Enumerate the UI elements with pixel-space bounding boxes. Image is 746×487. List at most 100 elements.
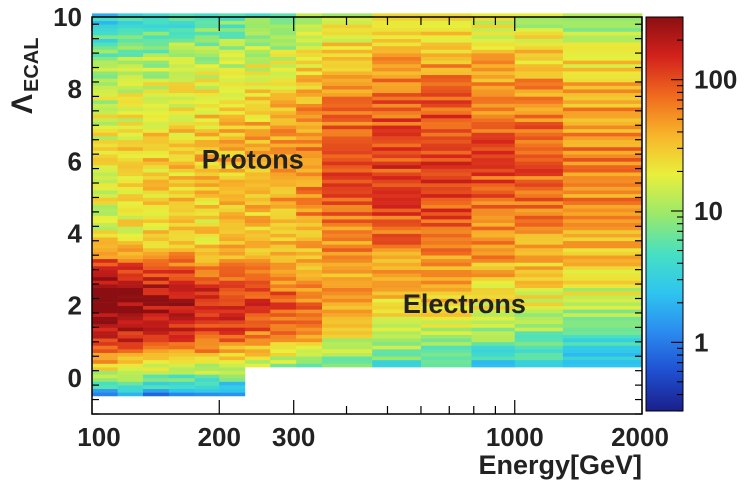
heatmap-cell	[168, 139, 196, 144]
heatmap-cell	[562, 132, 643, 137]
heatmap-cell	[322, 100, 373, 104]
heatmap-cell	[117, 251, 144, 256]
heatmap-cell	[296, 280, 323, 285]
heatmap-cell	[92, 327, 118, 332]
heatmap-cell	[296, 114, 323, 119]
heatmap-cell	[194, 154, 220, 159]
heatmap-cell	[168, 31, 196, 36]
heatmap-cell	[296, 244, 323, 249]
heatmap-cell	[117, 269, 144, 274]
heatmap-cell	[296, 56, 323, 61]
heatmap-cell	[244, 154, 271, 159]
heatmap-cell	[219, 24, 246, 29]
heatmap-cell	[270, 215, 297, 220]
heatmap-cell	[168, 377, 196, 382]
heatmap-cell	[92, 157, 118, 162]
heatmap-cell	[372, 35, 422, 39]
heatmap-cell	[92, 193, 118, 198]
heatmap-cell	[168, 146, 196, 151]
heatmap-cell	[117, 27, 144, 32]
heatmap-cell	[244, 316, 271, 321]
heatmap-cell	[168, 107, 196, 112]
heatmap-cell	[168, 309, 196, 314]
heatmap-cell	[296, 118, 323, 122]
heatmap-cell	[514, 201, 564, 205]
heatmap-cell	[142, 284, 170, 288]
heatmap-cell	[420, 330, 472, 335]
heatmap-cell	[420, 349, 472, 353]
heatmap-cell	[322, 60, 373, 65]
heatmap-cell	[168, 190, 196, 195]
heatmap-cell	[168, 17, 196, 21]
heatmap-cell	[322, 92, 373, 97]
heatmap-cell	[117, 359, 144, 364]
heatmap-cell	[471, 276, 516, 281]
heatmap-cell	[270, 338, 297, 343]
heatmap-cell	[296, 45, 323, 50]
heatmap-cell	[420, 305, 472, 310]
heatmap-cell	[142, 262, 170, 267]
heatmap-cell	[322, 154, 373, 159]
heatmap-cell	[296, 20, 323, 25]
heatmap-cell	[562, 294, 643, 299]
heatmap-cell	[117, 49, 144, 54]
heatmap-cell	[322, 244, 373, 249]
heatmap-cell	[92, 316, 118, 321]
heatmap-cell	[117, 197, 144, 202]
heatmap-cell	[514, 49, 564, 54]
heatmap-cell	[92, 392, 118, 397]
heatmap-cell	[194, 327, 220, 332]
heatmap-cell	[372, 287, 422, 292]
heatmap-cell	[92, 121, 118, 126]
heatmap-cell	[420, 327, 472, 332]
heatmap-cell	[219, 323, 246, 328]
heatmap-cell	[372, 183, 422, 187]
heatmap-cell	[117, 312, 144, 317]
heatmap-cell	[168, 38, 196, 43]
heatmap-cell	[92, 128, 118, 133]
heatmap-cell	[142, 298, 170, 303]
heatmap-cell	[92, 244, 118, 249]
heatmap-cell	[471, 291, 516, 296]
heatmap-cell	[244, 128, 271, 133]
heatmap-cell	[219, 161, 246, 166]
heatmap-cell	[514, 320, 564, 325]
heatmap-cell	[244, 121, 271, 126]
heatmap-cell	[322, 349, 373, 353]
heatmap-cell	[117, 132, 144, 137]
heatmap-cell	[142, 175, 170, 180]
heatmap-cell	[420, 139, 472, 144]
heatmap-cell	[471, 27, 516, 32]
heatmap-cell	[117, 385, 144, 390]
heatmap-cell	[270, 114, 297, 119]
heatmap-cell	[219, 103, 246, 108]
heatmap-cell	[372, 349, 422, 353]
heatmap-cell	[372, 89, 422, 94]
heatmap-cell	[270, 233, 297, 238]
heatmap-cell	[194, 345, 220, 350]
heatmap-cell	[420, 45, 472, 50]
heatmap-cell	[514, 240, 564, 245]
plot-frame	[91, 16, 643, 415]
heatmap-cell	[270, 312, 297, 317]
heatmap-cell	[244, 118, 271, 122]
heatmap-cell	[372, 190, 422, 195]
heatmap-cell	[142, 89, 170, 94]
heatmap-cell	[117, 172, 144, 177]
heatmap-cell	[514, 276, 564, 281]
heatmap-cell	[117, 20, 144, 25]
heatmap-cell	[420, 334, 472, 339]
heatmap-cell	[142, 53, 170, 57]
heatmap-cell	[420, 175, 472, 180]
heatmap-cell	[471, 226, 516, 231]
heatmap-cell	[296, 287, 323, 292]
heatmap-cell	[92, 114, 118, 119]
heatmap-cell	[168, 164, 196, 169]
heatmap-cell	[514, 42, 564, 47]
heatmap-cell	[322, 222, 373, 227]
heatmap-cell	[142, 42, 170, 47]
heatmap-cell	[117, 38, 144, 43]
heatmap-cell	[117, 17, 144, 21]
heatmap-cell	[92, 45, 118, 50]
heatmap-cell	[219, 334, 246, 339]
